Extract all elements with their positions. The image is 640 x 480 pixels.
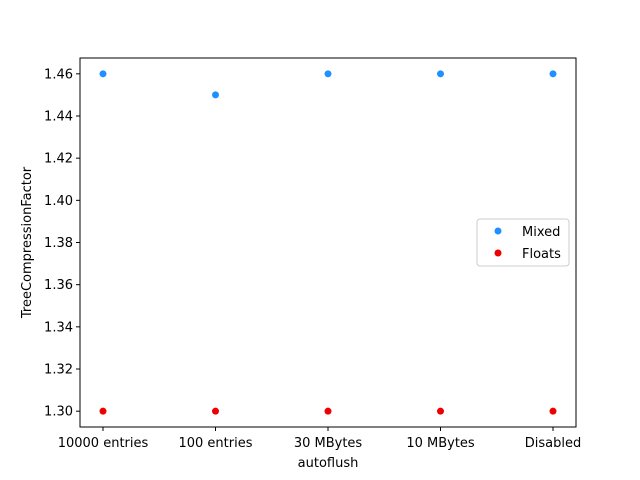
x-tick-label: 100 entries bbox=[178, 436, 252, 451]
data-point-mixed bbox=[324, 70, 332, 78]
data-point-floats bbox=[324, 407, 332, 415]
data-point-floats bbox=[549, 407, 557, 415]
data-point-floats bbox=[212, 407, 219, 415]
x-axis-label: autoflush bbox=[298, 456, 359, 471]
x-tick-label: 10000 entries bbox=[58, 436, 149, 451]
x-tick-label: 30 MBytes bbox=[294, 436, 363, 451]
y-tick-label: 1.36 bbox=[44, 278, 73, 293]
y-tick-label: 1.38 bbox=[44, 236, 73, 251]
legend-marker-floats bbox=[494, 249, 502, 257]
data-point-mixed bbox=[549, 70, 557, 78]
legend-label-mixed: Mixed bbox=[522, 225, 560, 240]
data-point-mixed bbox=[212, 91, 219, 99]
legend: Mixed Floats bbox=[476, 218, 570, 267]
y-tick-label: 1.32 bbox=[44, 363, 73, 378]
y-tick-label: 1.40 bbox=[44, 194, 73, 209]
data-point-floats bbox=[437, 407, 444, 415]
legend-label-floats: Floats bbox=[522, 247, 561, 262]
legend-marker-mixed bbox=[494, 227, 502, 235]
data-points bbox=[99, 70, 557, 415]
y-tick-label: 1.34 bbox=[44, 320, 73, 335]
y-axis-label: TreeCompressionFactor bbox=[20, 166, 35, 319]
x-axis: 10000 entries 100 entries 30 MBytes 10 MByt… bbox=[58, 427, 581, 451]
data-point-mixed bbox=[99, 70, 107, 78]
y-tick-label: 1.44 bbox=[44, 109, 73, 124]
y-tick-label: 1.30 bbox=[44, 405, 73, 420]
y-axis: 1.30 1.32 1.34 1.36 1.38 1.40 1.42 1.44 1.46 bbox=[44, 67, 80, 420]
y-tick-label: 1.46 bbox=[44, 67, 73, 82]
x-tick-label: 10 MBytes bbox=[406, 436, 475, 451]
x-tick-label: Disabled bbox=[525, 436, 581, 451]
y-tick-label: 1.42 bbox=[44, 152, 73, 167]
data-point-mixed bbox=[437, 70, 444, 78]
data-point-floats bbox=[99, 407, 107, 415]
